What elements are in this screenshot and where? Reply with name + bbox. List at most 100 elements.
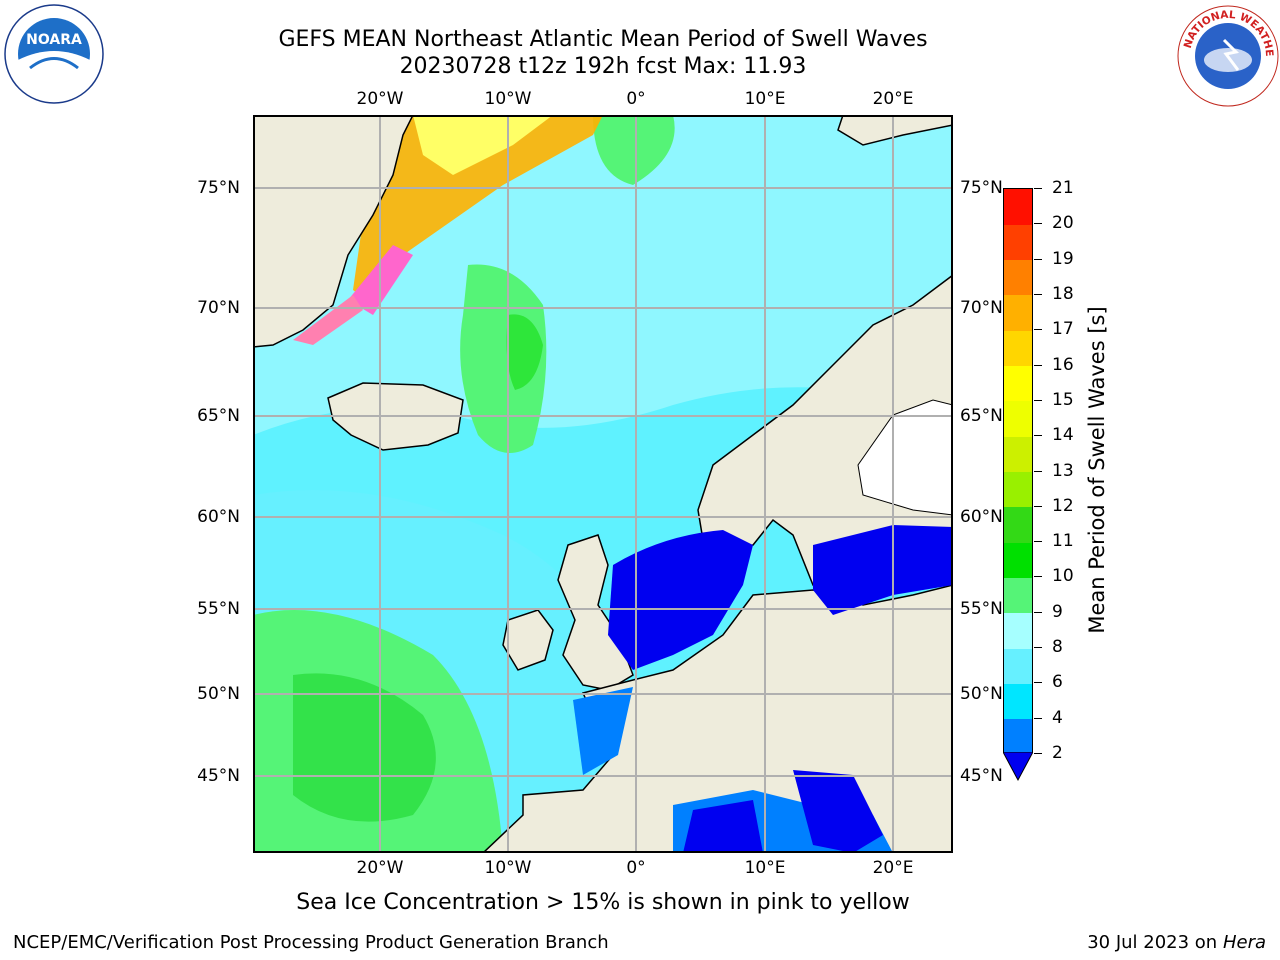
colorbar-segment [1004, 506, 1032, 543]
lon-label-bottom-20w: 20°W [356, 858, 404, 878]
colorbar-tick-label: 2 [1052, 743, 1063, 763]
colorbar-tick [1034, 541, 1042, 543]
lat-label-right-70n: 70°N [960, 298, 1003, 318]
adriatic-short-swell [793, 770, 883, 853]
colorbar-tick [1034, 505, 1042, 507]
gulf-of-bothnia-ice-free [857, 399, 953, 516]
chart-title: GEFS MEAN Northeast Atlantic Mean Period… [278, 27, 928, 52]
swell-green-core [293, 673, 436, 822]
swell-green-north-core [506, 314, 543, 390]
colorbar-tick-label: 18 [1052, 283, 1074, 304]
graticule [253, 115, 953, 853]
colorbar-tick [1034, 717, 1042, 719]
swell-green-arctic [593, 115, 675, 185]
sea-ice-caption: Sea Ice Concentration > 15% is shown in … [296, 890, 910, 915]
lon-label-top-10w: 10°W [484, 89, 532, 109]
lon-label-top-20w: 20°W [356, 89, 404, 109]
lat-label-right-55n: 55°N [960, 599, 1003, 619]
colorbar-segment [1004, 400, 1032, 437]
baltic-short-swell [813, 525, 953, 615]
colorbar-segment [1004, 648, 1032, 684]
lon-label-bottom-10e: 10°E [744, 858, 786, 878]
colorbar-tick [1034, 435, 1042, 437]
lat-label-left-45n: 45°N [197, 766, 240, 786]
noaa-logo: NOARA [4, 4, 104, 104]
sea-ice-orange [353, 115, 603, 305]
colorbar-tick [1034, 470, 1042, 472]
colorbar-title: Mean Period of Swell Waves [s] [1085, 306, 1109, 634]
colorbar-tick-label: 9 [1052, 601, 1063, 622]
lon-label-top-0: 0° [626, 89, 646, 109]
colorbar-tick [1034, 576, 1042, 578]
colorbar-tick [1034, 682, 1042, 684]
colorbar-tick-label: 17 [1052, 319, 1074, 340]
lon-label-bottom-10w: 10°W [484, 858, 532, 878]
colorbar-tick-label: 4 [1052, 707, 1063, 728]
colorbar-tick-label: 19 [1052, 248, 1074, 269]
lat-label-left-75n: 75°N [197, 178, 240, 198]
north-sea-short-swell [608, 530, 753, 670]
colorbar-tick [1034, 611, 1042, 613]
date-text: 30 Jul 2023 on [1087, 932, 1218, 953]
lat-label-left-50n: 50°N [197, 684, 240, 704]
colorbar-segment [1004, 718, 1032, 755]
colorbar-tick-label: 15 [1052, 389, 1074, 410]
map-border [253, 115, 953, 853]
colorbar-segment [1004, 577, 1032, 614]
colorbar-tick-label: 16 [1052, 354, 1074, 375]
colorbar-under-arrow [1003, 752, 1033, 782]
lon-label-bottom-0: 0° [626, 858, 646, 878]
noaa-wordmark: NOARA [26, 32, 82, 48]
colorbar-segment [1004, 436, 1032, 472]
colorbar-tick-label: 6 [1052, 672, 1063, 693]
colorbar-segment [1004, 365, 1032, 402]
colorbar-tick-label: 13 [1052, 460, 1074, 481]
lat-label-left-70n: 70°N [197, 298, 240, 318]
colorbar-segment [1004, 189, 1032, 225]
lon-label-top-10e: 10°E [744, 89, 786, 109]
lat-label-right-50n: 50°N [960, 684, 1003, 704]
date-footer: 30 Jul 2023 on Hera [1087, 932, 1266, 953]
lat-label-right-60n: 60°N [960, 507, 1003, 527]
colorbar-segment [1004, 259, 1032, 296]
lon-label-bottom-20e: 20°E [872, 858, 914, 878]
chart-subtitle: 20230728 t12z 192h fcst Max: 11.93 [399, 54, 807, 79]
greenland-land [253, 115, 414, 348]
svalbard-land [837, 115, 953, 146]
lat-label-right-45n: 45°N [960, 766, 1003, 786]
colorbar-tick-label: 11 [1052, 531, 1074, 552]
colorbar-segment [1004, 330, 1032, 367]
colorbar-tick [1034, 753, 1042, 754]
map-panel [253, 115, 953, 853]
colorbar-tick [1034, 329, 1042, 331]
host-name: Hera [1222, 932, 1266, 953]
swell-period-map [253, 115, 953, 853]
nws-logo: NATIONAL WEATHER SERVICE [1176, 4, 1279, 107]
colorbar-tick [1034, 258, 1042, 260]
colorbar-tick-label: 10 [1052, 566, 1074, 587]
colorbar-segment [1004, 542, 1032, 578]
colorbar-segment [1004, 683, 1032, 720]
colorbar-tick [1034, 223, 1042, 225]
biscay-swell [573, 687, 633, 775]
producer-footer: NCEP/EMC/Verification Post Processing Pr… [13, 932, 609, 953]
colorbar-segment [1004, 224, 1032, 261]
colorbar-tick [1034, 188, 1042, 189]
swell-green-north [460, 264, 547, 453]
lat-label-right-65n: 65°N [960, 406, 1003, 426]
colorbar-tick [1034, 399, 1042, 401]
colorbar-tick [1034, 293, 1042, 295]
lat-label-left-55n: 55°N [197, 599, 240, 619]
colorbar [1003, 188, 1033, 755]
lon-label-top-20e: 20°E [872, 89, 914, 109]
western-med-short-swell [683, 800, 763, 853]
colorbar-tick-label: 8 [1052, 637, 1063, 658]
lat-label-left-60n: 60°N [197, 507, 240, 527]
colorbar-tick-label: 12 [1052, 495, 1074, 516]
lat-label-left-65n: 65°N [197, 406, 240, 426]
colorbar-tick-label: 21 [1052, 178, 1074, 198]
colorbar-segment [1004, 612, 1032, 649]
colorbar-tick-label: 20 [1052, 213, 1074, 234]
colorbar-segment [1004, 471, 1032, 508]
lat-label-right-75n: 75°N [960, 178, 1003, 198]
